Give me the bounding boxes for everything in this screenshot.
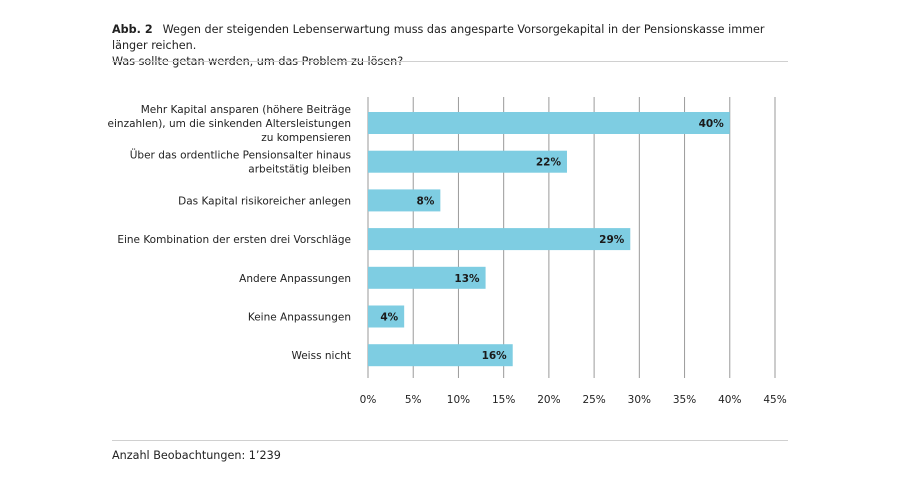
bar-value-label: 4% (380, 312, 398, 324)
x-tick-label: 5% (405, 394, 422, 406)
x-tick-label: 25% (582, 394, 605, 406)
bar (368, 344, 513, 367)
observation-count: Anzahl Beobachtungen: 1’239 (112, 449, 281, 462)
x-tick-label: 40% (718, 394, 741, 406)
bar-value-label: 13% (454, 273, 480, 285)
bar (368, 189, 441, 212)
bar (368, 266, 486, 289)
x-tick-label: 0% (360, 394, 377, 406)
bar (368, 150, 567, 173)
bar-value-label: 40% (699, 118, 725, 130)
category-label: Weiss nicht (291, 350, 351, 362)
title-line-1: Wegen der steigenden Lebenserwartung mus… (112, 23, 765, 52)
category-label: Keine Anpassungen (248, 312, 351, 324)
category-label: Über das ordentliche Pensionsalter hinau… (130, 149, 351, 162)
category-label: Mehr Kapital ansparen (höhere Beiträge (141, 104, 351, 116)
bar-value-label: 29% (599, 234, 625, 246)
x-tick-label: 20% (537, 394, 560, 406)
category-label: Eine Kombination der ersten drei Vorschl… (117, 234, 351, 246)
bar-value-label: 22% (536, 157, 562, 169)
bar-value-label: 16% (482, 350, 508, 362)
x-tick-label: 45% (763, 394, 786, 406)
category-label: einzahlen), um die sinkenden Altersleist… (108, 118, 351, 130)
x-tick-label: 35% (673, 394, 696, 406)
bar (368, 228, 631, 251)
bar (368, 305, 405, 328)
x-tick-label: 30% (628, 394, 651, 406)
x-tick-label: 15% (492, 394, 515, 406)
bottom-divider (112, 440, 788, 441)
category-label: Andere Anpassungen (239, 273, 351, 285)
bar-value-label: 8% (417, 195, 435, 207)
category-label: arbeitstätig bleiben (248, 164, 351, 176)
figure-label: Abb. 2 (112, 23, 153, 36)
category-label: zu kompensieren (261, 132, 351, 144)
x-tick-label: 10% (447, 394, 470, 406)
category-label: Das Kapital risikoreicher anlegen (178, 195, 351, 207)
bar (368, 112, 730, 134)
top-divider (112, 61, 788, 62)
